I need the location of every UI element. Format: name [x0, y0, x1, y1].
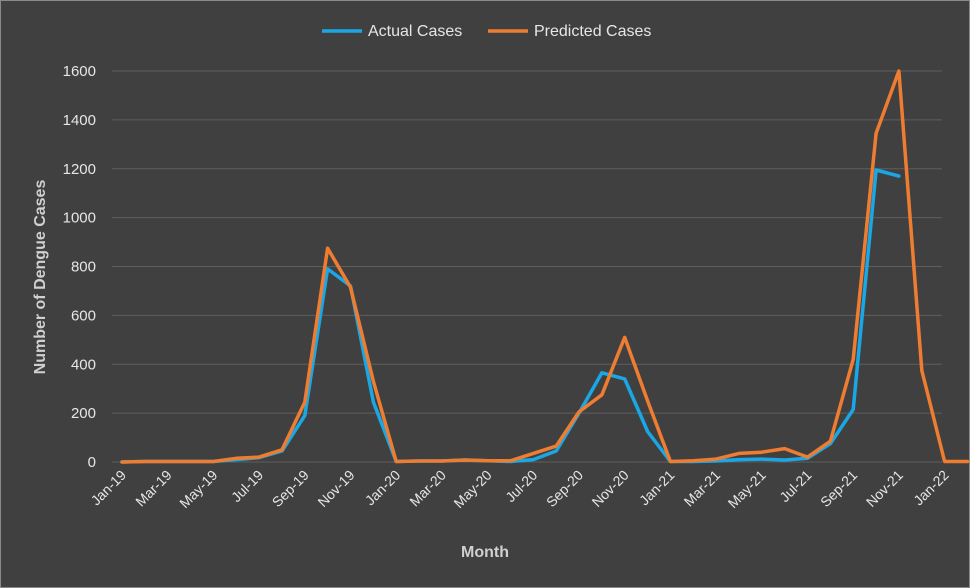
x-tick-label: Sep-21	[817, 467, 860, 510]
x-tick-label: May-19	[176, 467, 220, 511]
y-tick-label: 0	[88, 454, 96, 471]
legend-label-predicted: Predicted Cases	[534, 23, 651, 40]
legend: Actual Cases Predicted Cases	[322, 23, 651, 40]
x-tick-label: Nov-21	[863, 467, 906, 510]
y-axis-title: Number of Dengue Cases	[32, 180, 49, 375]
series-lines	[120, 69, 970, 464]
x-tick-label: Jul-20	[502, 467, 540, 505]
y-tick-label: 1400	[63, 112, 96, 129]
x-tick-label: Mar-20	[406, 467, 449, 510]
y-tick-label: 600	[71, 307, 96, 324]
gridlines	[112, 70, 942, 463]
y-axis-ticks: 0 200 400 600 800 1000 1200 1400 1600	[63, 63, 96, 471]
y-tick-label: 1000	[63, 210, 96, 227]
x-tick-label: Jan-22	[910, 467, 952, 509]
x-tick-label: Jan-19	[88, 467, 130, 509]
x-tick-label: Nov-19	[314, 467, 357, 510]
x-tick-label: Jul-21	[776, 467, 814, 505]
x-axis-ticks: Jan-19 Mar-19 May-19 Jul-19 Sep-19 Nov-19 Jan-…	[88, 467, 952, 511]
y-tick-label: 200	[71, 405, 96, 422]
x-axis-title: Month	[461, 544, 509, 561]
y-tick-label: 1200	[63, 161, 96, 178]
x-tick-label: Jan-21	[636, 467, 678, 509]
x-tick-label: Sep-20	[543, 467, 586, 510]
series-line-actual	[120, 168, 901, 464]
x-tick-label: Nov-20	[589, 467, 632, 510]
x-tick-label: Jan-20	[362, 467, 404, 509]
x-tick-label: May-20	[450, 467, 494, 511]
x-tick-label: Jul-19	[228, 467, 266, 505]
x-tick-label: Mar-21	[681, 467, 724, 510]
y-tick-label: 400	[71, 356, 96, 373]
x-tick-label: Mar-19	[132, 467, 175, 510]
series-line-predicted	[120, 69, 970, 464]
x-tick-label: Sep-19	[269, 467, 312, 510]
y-tick-label: 1600	[63, 63, 96, 80]
x-tick-label: May-21	[725, 467, 769, 511]
y-tick-label: 800	[71, 259, 96, 276]
legend-label-actual: Actual Cases	[368, 23, 462, 40]
